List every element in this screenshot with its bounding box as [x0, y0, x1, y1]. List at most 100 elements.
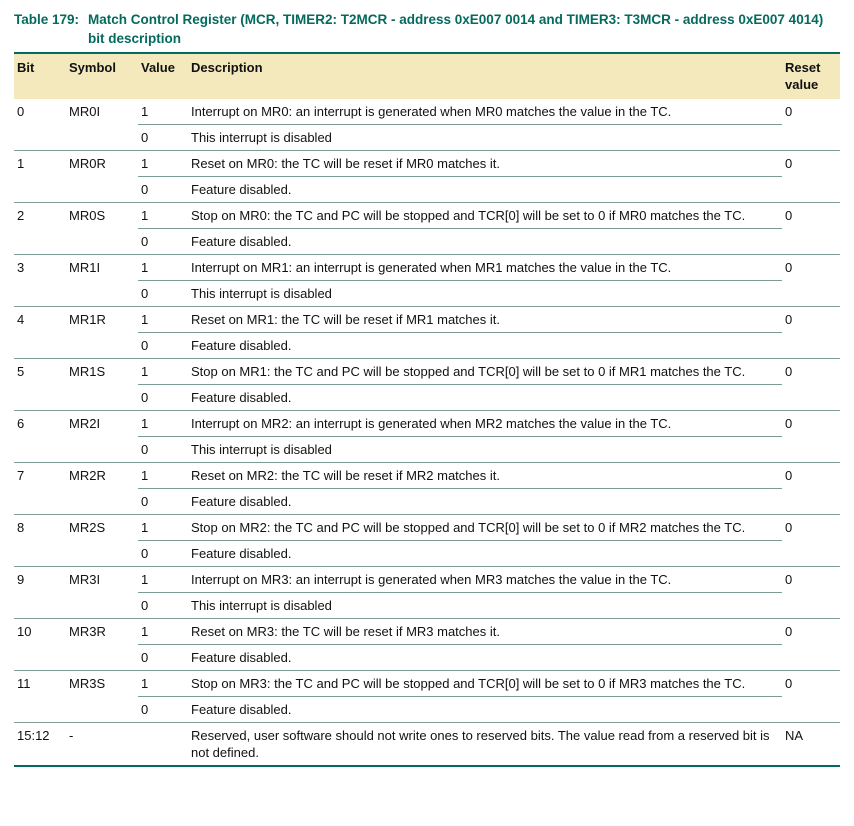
- table-row: 3 MR1I 1 Interrupt on MR1: an interrupt …: [14, 254, 840, 307]
- value-cell: 0: [141, 650, 149, 665]
- value-cell: 1: [138, 254, 188, 281]
- value-cell: [138, 722, 188, 766]
- description-cell: Feature disabled.: [191, 494, 292, 509]
- column-header-reset: Reset value: [782, 53, 840, 99]
- reset-cell: 0: [782, 670, 840, 723]
- bit-cell: 5: [14, 358, 66, 411]
- symbol-cell: MR3S: [66, 670, 138, 723]
- table-subrow: 0 Feature disabled.: [14, 541, 840, 567]
- table-subrow: 0 This interrupt is disabled: [14, 593, 840, 619]
- table-subrow: 0 Feature disabled.: [14, 697, 840, 723]
- reset-cell: 0: [782, 618, 840, 671]
- table-row: 11 MR3S 1 Stop on MR3: the TC and PC wil…: [14, 670, 840, 723]
- reset-cell: 0: [782, 410, 840, 463]
- symbol-cell: -: [66, 722, 138, 766]
- value-cell: 1: [138, 462, 188, 489]
- value-cell: 0: [141, 338, 149, 353]
- table-row: 5 MR1S 1 Stop on MR1: the TC and PC will…: [14, 358, 840, 411]
- symbol-cell: MR3R: [66, 618, 138, 671]
- description-cell: Interrupt on MR2: an interrupt is genera…: [188, 410, 782, 437]
- reset-cell: 0: [782, 566, 840, 619]
- bit-cell: 8: [14, 514, 66, 567]
- value-cell: 0: [141, 286, 149, 301]
- reset-cell: 0: [782, 462, 840, 515]
- value-cell: 0: [141, 182, 149, 197]
- value-cell: 1: [138, 358, 188, 385]
- value-cell: 1: [138, 566, 188, 593]
- bit-cell: 2: [14, 202, 66, 255]
- table-row: 10 MR3R 1 Reset on MR3: the TC will be r…: [14, 618, 840, 671]
- table-row: 4 MR1R 1 Reset on MR1: the TC will be re…: [14, 306, 840, 359]
- table-number: Table 179:: [14, 12, 80, 27]
- bit-cell: 3: [14, 254, 66, 307]
- symbol-cell: MR1I: [66, 254, 138, 307]
- table-title-text: Match Control Register (MCR, TIMER2: T2M…: [88, 12, 824, 46]
- bit-cell: 15:12: [14, 722, 66, 766]
- description-cell: Interrupt on MR0: an interrupt is genera…: [188, 99, 782, 125]
- bit-cell: 6: [14, 410, 66, 463]
- description-cell: Feature disabled.: [191, 338, 292, 353]
- description-cell: This interrupt is disabled: [191, 598, 332, 613]
- value-cell: 1: [138, 670, 188, 697]
- bit-cell: 11: [14, 670, 66, 723]
- table-row: 6 MR2I 1 Interrupt on MR2: an interrupt …: [14, 410, 840, 463]
- value-cell: 1: [138, 150, 188, 177]
- table-subrow: 0 Feature disabled.: [14, 489, 840, 515]
- value-cell: 0: [141, 234, 149, 249]
- table-subrow: 0 This interrupt is disabled: [14, 281, 840, 307]
- value-cell: 1: [138, 306, 188, 333]
- value-cell: 1: [138, 514, 188, 541]
- table-row: 2 MR0S 1 Stop on MR0: the TC and PC will…: [14, 202, 840, 255]
- description-cell: Feature disabled.: [191, 182, 292, 197]
- description-cell: Interrupt on MR3: an interrupt is genera…: [188, 566, 782, 593]
- value-cell: 0: [141, 494, 149, 509]
- symbol-cell: MR1R: [66, 306, 138, 359]
- value-cell: 0: [141, 598, 149, 613]
- value-cell: 1: [138, 410, 188, 437]
- table-subrow: 0 Feature disabled.: [14, 229, 840, 255]
- value-cell: 1: [138, 99, 188, 125]
- table-subrow: 0 Feature disabled.: [14, 177, 840, 203]
- reset-cell: 0: [782, 358, 840, 411]
- reset-cell: 0: [782, 254, 840, 307]
- column-header-bit: Bit: [14, 53, 66, 99]
- value-cell: 1: [138, 618, 188, 645]
- description-cell: Stop on MR3: the TC and PC will be stopp…: [188, 670, 782, 697]
- bit-cell: 9: [14, 566, 66, 619]
- reset-cell: NA: [782, 722, 840, 766]
- bit-cell: 0: [17, 104, 25, 119]
- table-row: 1 MR0R 1 Reset on MR0: the TC will be re…: [14, 150, 840, 203]
- description-cell: Feature disabled.: [191, 234, 292, 249]
- symbol-cell: MR2R: [66, 462, 138, 515]
- table-row: 15:12 - Reserved, user software should n…: [14, 722, 840, 766]
- table-subrow: 0 Feature disabled.: [14, 385, 840, 411]
- symbol-cell: MR0R: [66, 150, 138, 203]
- symbol-cell: MR2S: [66, 514, 138, 567]
- symbol-cell: MR0I: [69, 104, 101, 119]
- description-cell: This interrupt is disabled: [191, 130, 332, 145]
- column-header-symbol: Symbol: [66, 53, 138, 99]
- symbol-cell: MR2I: [66, 410, 138, 463]
- description-cell: Stop on MR1: the TC and PC will be stopp…: [188, 358, 782, 385]
- value-cell: 0: [141, 390, 149, 405]
- table-row: 0 MR0I 1 Interrupt on MR0: an interrupt …: [14, 99, 840, 125]
- table-subrow: 0 This interrupt is disabled: [14, 125, 840, 151]
- table-subrow: 0 Feature disabled.: [14, 333, 840, 359]
- description-cell: Stop on MR2: the TC and PC will be stopp…: [188, 514, 782, 541]
- reset-cell: 0: [782, 306, 840, 359]
- bit-description-table: Bit Symbol Value Description Reset value…: [14, 52, 840, 767]
- description-cell: This interrupt is disabled: [191, 442, 332, 457]
- reset-cell: 0: [782, 150, 840, 203]
- description-cell: Feature disabled.: [191, 702, 292, 717]
- description-cell: Feature disabled.: [191, 390, 292, 405]
- value-cell: 0: [141, 702, 149, 717]
- symbol-cell: MR0S: [66, 202, 138, 255]
- description-cell: This interrupt is disabled: [191, 286, 332, 301]
- description-cell: Reset on MR0: the TC will be reset if MR…: [188, 150, 782, 177]
- value-cell: 1: [138, 202, 188, 229]
- description-cell: Reset on MR1: the TC will be reset if MR…: [188, 306, 782, 333]
- table-row: 8 MR2S 1 Stop on MR2: the TC and PC will…: [14, 514, 840, 567]
- table-row: 7 MR2R 1 Reset on MR2: the TC will be re…: [14, 462, 840, 515]
- table-row: 9 MR3I 1 Interrupt on MR3: an interrupt …: [14, 566, 840, 619]
- reset-cell: 0: [782, 514, 840, 567]
